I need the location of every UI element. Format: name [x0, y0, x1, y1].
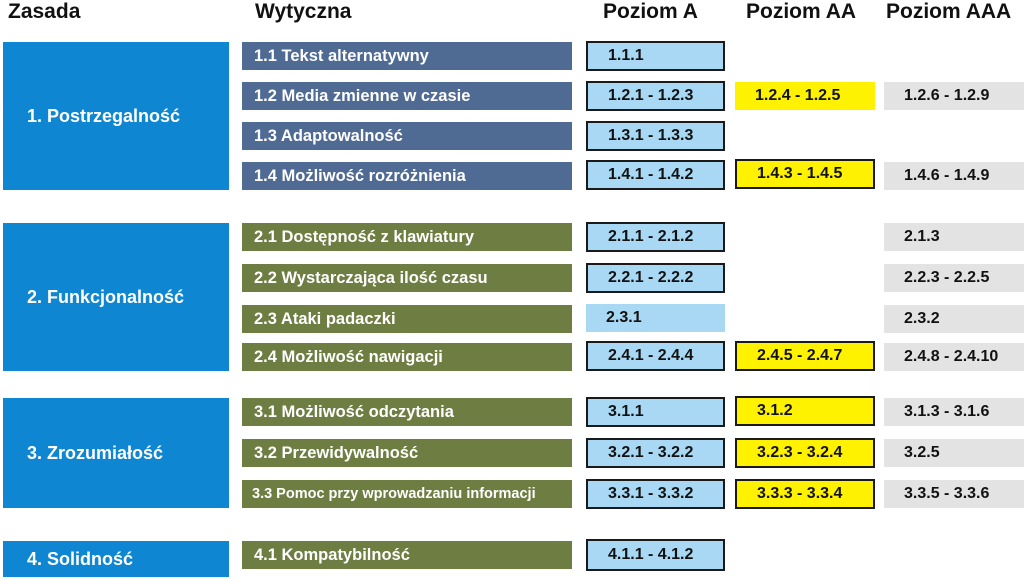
level-a-2-3: 2.3.1	[586, 304, 725, 332]
guideline-3-3: 3.3 Pomoc przy wprowadzaniu informacji	[242, 480, 572, 508]
level-aaa-3-3: 3.3.5 - 3.3.6	[884, 480, 1024, 508]
level-a-1-4: 1.4.1 - 1.4.2	[586, 160, 725, 190]
header-level-aaa: Poziom AAA	[886, 0, 1012, 23]
guideline-1-4: 1.4 Możliwość rozróżnienia	[242, 162, 572, 190]
header-guideline: Wytyczna	[255, 0, 352, 23]
level-a-2-1: 2.1.1 - 2.1.2	[586, 222, 725, 252]
principle-2: 2. Funkcjonalność	[3, 223, 229, 371]
level-a-2-4: 2.4.1 - 2.4.4	[586, 341, 725, 371]
guideline-2-2: 2.2 Wystarczająca ilość czasu	[242, 264, 572, 292]
guideline-1-2: 1.2 Media zmienne w czasie	[242, 82, 572, 110]
level-aaa-2-1: 2.1.3	[884, 223, 1024, 251]
level-aa-3-3: 3.3.3 - 3.3.4	[735, 479, 875, 509]
principle-3: 3. Zrozumiałość	[3, 398, 229, 508]
guideline-3-2: 3.2 Przewidywalność	[242, 439, 572, 467]
level-a-3-3: 3.3.1 - 3.3.2	[586, 479, 725, 509]
header-level-a: Poziom A	[603, 0, 698, 23]
level-aaa-2-2: 2.2.3 - 2.2.5	[884, 264, 1024, 292]
principle-1: 1. Postrzegalność	[3, 42, 229, 190]
header-level-aa: Poziom AA	[746, 0, 857, 23]
guideline-4-1: 4.1 Kompatybilność	[242, 541, 572, 569]
level-aaa-2-3: 2.3.2	[884, 305, 1024, 333]
level-aa-2-4: 2.4.5 - 2.4.7	[735, 341, 875, 371]
level-aa-3-2: 3.2.3 - 3.2.4	[735, 438, 875, 468]
guideline-1-1: 1.1 Tekst alternatywny	[242, 42, 572, 70]
level-a-1-1: 1.1.1	[586, 41, 725, 71]
guideline-2-1: 2.1 Dostępność z klawiatury	[242, 223, 572, 251]
level-aaa-1-2: 1.2.6 - 1.2.9	[884, 82, 1024, 110]
principle-4: 4. Solidność	[3, 541, 229, 577]
level-a-2-2: 2.2.1 - 2.2.2	[586, 263, 725, 293]
level-aaa-3-2: 3.2.5	[884, 439, 1024, 467]
level-a-1-2: 1.2.1 - 1.2.3	[586, 81, 725, 111]
level-aa-1-4: 1.4.3 - 1.4.5	[735, 159, 875, 189]
level-a-1-3: 1.3.1 - 1.3.3	[586, 121, 725, 151]
level-aaa-3-1: 3.1.3 - 3.1.6	[884, 398, 1024, 426]
level-a-3-1: 3.1.1	[586, 397, 725, 427]
level-a-3-2: 3.2.1 - 3.2.2	[586, 438, 725, 468]
guideline-2-3: 2.3 Ataki padaczki	[242, 305, 572, 333]
level-aaa-2-4: 2.4.8 - 2.4.10	[884, 343, 1024, 371]
header-principle: Zasada	[8, 0, 81, 23]
guideline-1-3: 1.3 Adaptowalność	[242, 122, 572, 150]
level-aaa-1-4: 1.4.6 - 1.4.9	[884, 162, 1024, 190]
level-aa-1-2: 1.2.4 - 1.2.5	[735, 82, 875, 110]
guideline-3-1: 3.1 Możliwość odczytania	[242, 398, 572, 426]
level-a-4-1: 4.1.1 - 4.1.2	[586, 539, 725, 571]
level-aa-3-1: 3.1.2	[735, 396, 875, 426]
guideline-2-4: 2.4 Możliwość nawigacji	[242, 343, 572, 371]
